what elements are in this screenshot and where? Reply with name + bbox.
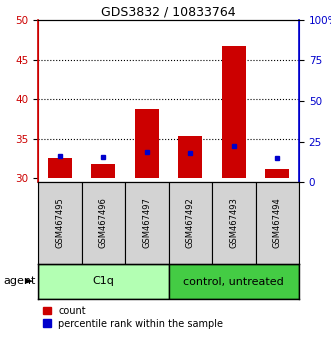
Legend: count, percentile rank within the sample: count, percentile rank within the sample [43, 306, 223, 329]
Text: GSM467497: GSM467497 [142, 198, 151, 249]
Bar [38, 264, 168, 299]
Bar [265, 169, 289, 178]
Bar [48, 158, 72, 178]
Text: GSM467495: GSM467495 [55, 198, 64, 249]
Bar [135, 109, 159, 178]
Text: GSM467493: GSM467493 [229, 198, 238, 249]
Text: GSM467492: GSM467492 [186, 198, 195, 249]
Bar [222, 46, 246, 178]
Text: control, untreated: control, untreated [183, 276, 284, 286]
Title: GDS3832 / 10833764: GDS3832 / 10833764 [101, 6, 236, 19]
Bar [168, 182, 212, 264]
Bar [91, 164, 115, 178]
Text: C1q: C1q [92, 276, 114, 286]
Text: agent: agent [3, 276, 36, 286]
Bar [38, 182, 81, 264]
Text: GSM467494: GSM467494 [273, 198, 282, 249]
Text: ►: ► [25, 276, 33, 286]
Bar [125, 182, 168, 264]
Bar [212, 182, 256, 264]
Bar [168, 264, 299, 299]
Bar [178, 136, 202, 178]
Text: GSM467496: GSM467496 [99, 198, 108, 249]
Bar [256, 182, 299, 264]
Bar [81, 182, 125, 264]
